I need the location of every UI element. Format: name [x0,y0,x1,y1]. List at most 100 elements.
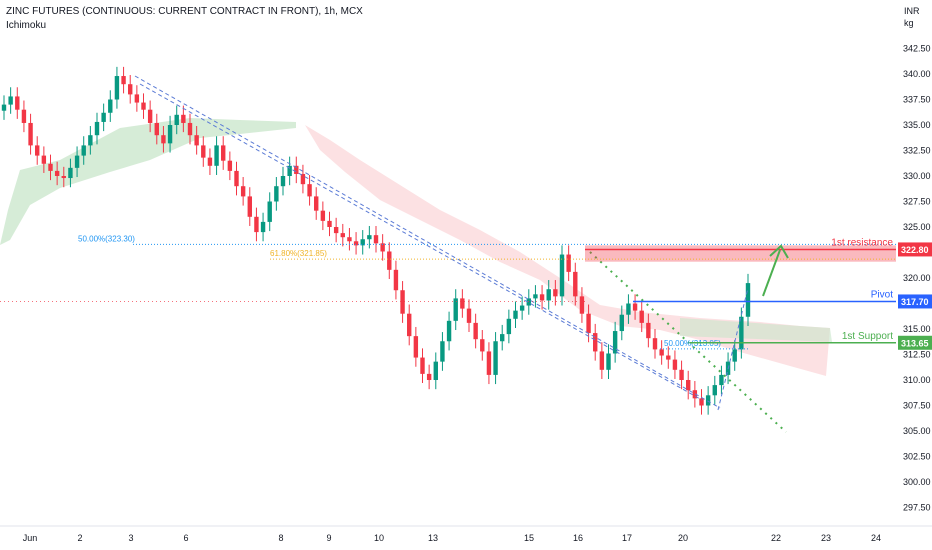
candle [666,355,671,360]
candle [340,233,345,238]
candle [207,157,213,166]
candle [167,125,173,144]
y-tick-label: 337.50 [903,95,931,105]
projection-arrow [762,249,781,297]
candle [101,112,106,122]
candle [141,102,146,110]
candle [705,395,711,406]
y-tick-label: 300.00 [903,477,931,487]
y-tick-label: 307.50 [903,401,931,411]
candle [108,99,113,113]
candle [686,380,691,391]
chart-title: ZINC FUTURES (CONTINUOUS: CURRENT CONTRA… [6,6,363,17]
y-tick-label: 327.50 [903,197,931,207]
candle [68,167,73,179]
price-tag [898,294,932,309]
x-tick-label: 16 [573,533,583,543]
y-tick-label: 340.00 [903,69,931,79]
y-tick-label: 335.00 [903,120,931,130]
candle [732,349,737,362]
candle [260,221,266,233]
candle [35,145,40,156]
candle [327,220,332,227]
x-tick-label: 8 [278,533,283,543]
candle [154,122,159,136]
candle [221,145,226,161]
candle [639,310,644,323]
level-label: 1st Support [842,331,893,342]
candle [460,298,465,309]
candle [573,271,578,297]
candle [314,196,319,211]
candle [353,241,359,246]
candle [400,290,405,314]
candle [659,349,664,356]
candle [426,373,432,380]
y-axis: 297.50 300.00 302.50 305.00 307.50 310.00 312.… [903,44,931,513]
fib-label: 50.00%(323.30) [78,234,135,243]
candle [652,338,658,350]
candle [280,176,286,187]
candle [41,155,47,164]
level-label: 1st resistance [831,237,893,248]
x-tick-label: 22 [771,533,781,543]
ichimoku-cloud-green-right [680,318,832,342]
y-tick-label: 305.00 [903,426,931,436]
y-tick-label: 330.00 [903,171,931,181]
candle [539,294,545,301]
candle [147,109,153,123]
candle [15,96,20,110]
candle [360,239,365,246]
level-label: Pivot [871,289,893,300]
y-tick-label: 310.00 [903,375,931,385]
candle [214,145,219,166]
currency-label: INR [904,6,920,16]
price-tag [898,335,932,350]
x-tick-label: 15 [524,533,534,543]
candle [599,351,605,370]
candle [8,96,13,105]
candle [553,289,558,297]
candle [526,298,531,306]
y-tick-label: 342.50 [903,44,931,54]
candle [240,186,246,197]
candle [88,135,93,146]
candle [433,361,438,380]
candle [48,163,53,171]
x-tick-label: 2 [77,533,82,543]
x-tick-label: 24 [871,533,881,543]
indicator-label: Ichimoku [6,20,47,31]
candle [486,351,492,375]
candle [387,251,392,270]
candle [274,186,279,202]
candle [393,269,399,291]
candle [632,303,638,311]
ichimoku-cloud-red [305,125,830,376]
candle [294,165,299,174]
price-tag-label: 322.80 [901,245,929,255]
candle [745,283,751,317]
candle [739,316,744,350]
x-tick-label: 9 [326,533,331,543]
x-axis: Jun 2 3 6 8 9 10 13 15 16 17 20 22 23 24 [23,533,881,543]
candle [407,313,412,337]
candle [566,254,571,272]
candle [466,308,472,323]
candle [719,374,724,386]
y-tick-label: 315.00 [903,324,931,334]
candle [579,296,585,314]
candle [227,160,233,171]
y-tick-label: 297.50 [903,503,931,513]
x-tick-label: 20 [678,533,688,543]
candle [420,357,425,374]
candle [287,165,292,176]
candles [1,66,751,415]
y-tick-label: 332.50 [903,146,931,156]
candle [672,359,678,370]
candle [181,114,186,123]
price-levels: 1st resistance 322.80 Pivot 317.70 1st Suppo… [585,237,932,350]
candle [506,318,512,335]
x-tick-label: 6 [183,533,188,543]
candle [28,122,33,146]
